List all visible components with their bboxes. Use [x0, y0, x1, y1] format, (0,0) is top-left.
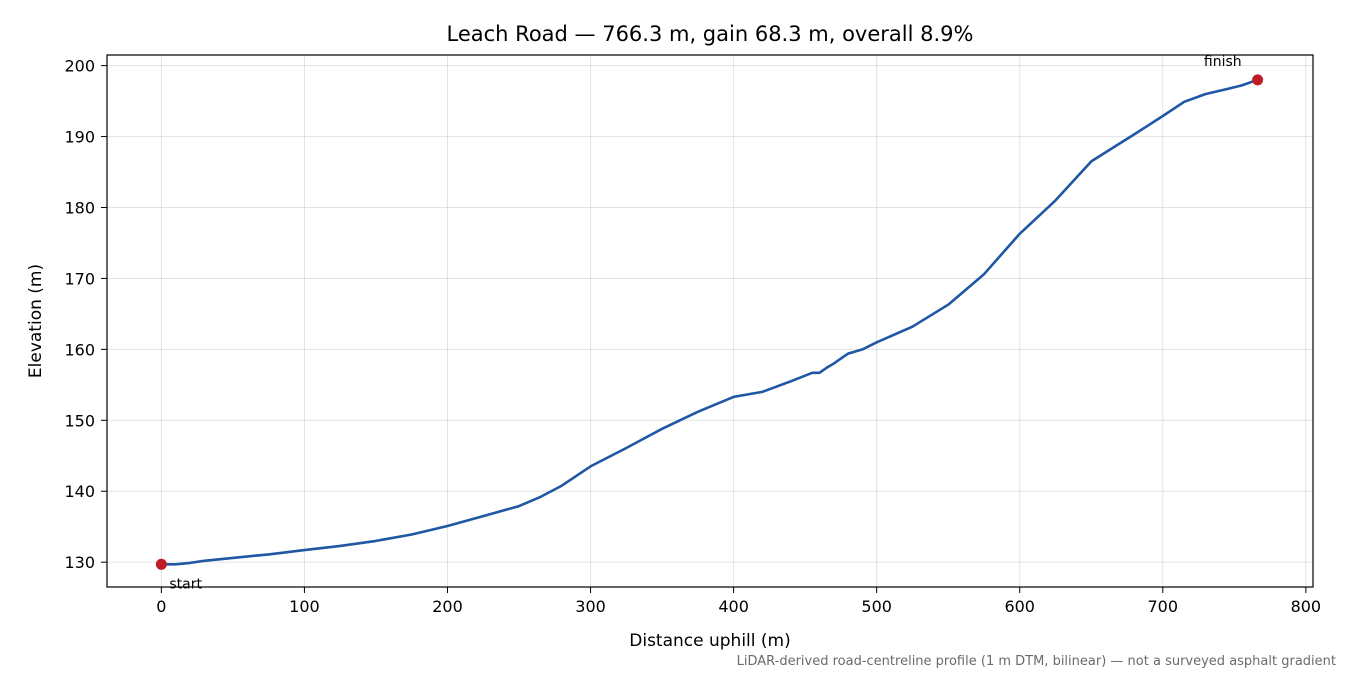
- x-tick-label: 700: [1148, 597, 1179, 616]
- chart-title: Leach Road — 766.3 m, gain 68.3 m, overa…: [447, 22, 974, 46]
- y-tick-label: 150: [64, 411, 95, 430]
- chart-footnote: LiDAR-derived road-centreline profile (1…: [737, 654, 1336, 669]
- grid-lines: [107, 55, 1313, 587]
- x-tick-label: 0: [156, 597, 166, 616]
- y-tick-label: 200: [64, 57, 95, 76]
- y-tick-label: 190: [64, 128, 95, 147]
- y-tick-label: 180: [64, 199, 95, 218]
- finish-marker: [1252, 74, 1264, 86]
- x-tick-label: 100: [289, 597, 320, 616]
- axis-ticks: 0 100 200 300 400 500 600 700 800 130 140 150 160 170…: [64, 57, 1321, 616]
- x-tick-label: 800: [1291, 597, 1322, 616]
- x-axis-label: Distance uphill (m): [629, 631, 790, 651]
- x-tick-label: 200: [432, 597, 463, 616]
- endpoint-markers: start finish: [155, 54, 1264, 592]
- y-tick-label: 160: [64, 340, 95, 359]
- y-axis-label: Elevation (m): [26, 264, 46, 378]
- y-tick-label: 170: [64, 269, 95, 288]
- x-tick-label: 600: [1004, 597, 1035, 616]
- x-tick-label: 500: [861, 597, 892, 616]
- x-tick-label: 400: [718, 597, 749, 616]
- finish-label: finish: [1204, 54, 1242, 70]
- plot-frame: [106, 54, 1314, 588]
- y-tick-label: 130: [64, 553, 95, 572]
- start-marker: [155, 558, 167, 570]
- start-label: start: [169, 576, 202, 592]
- y-tick-label: 140: [64, 482, 95, 501]
- elevation-profile-line: [160, 78, 1259, 566]
- x-tick-label: 300: [575, 597, 606, 616]
